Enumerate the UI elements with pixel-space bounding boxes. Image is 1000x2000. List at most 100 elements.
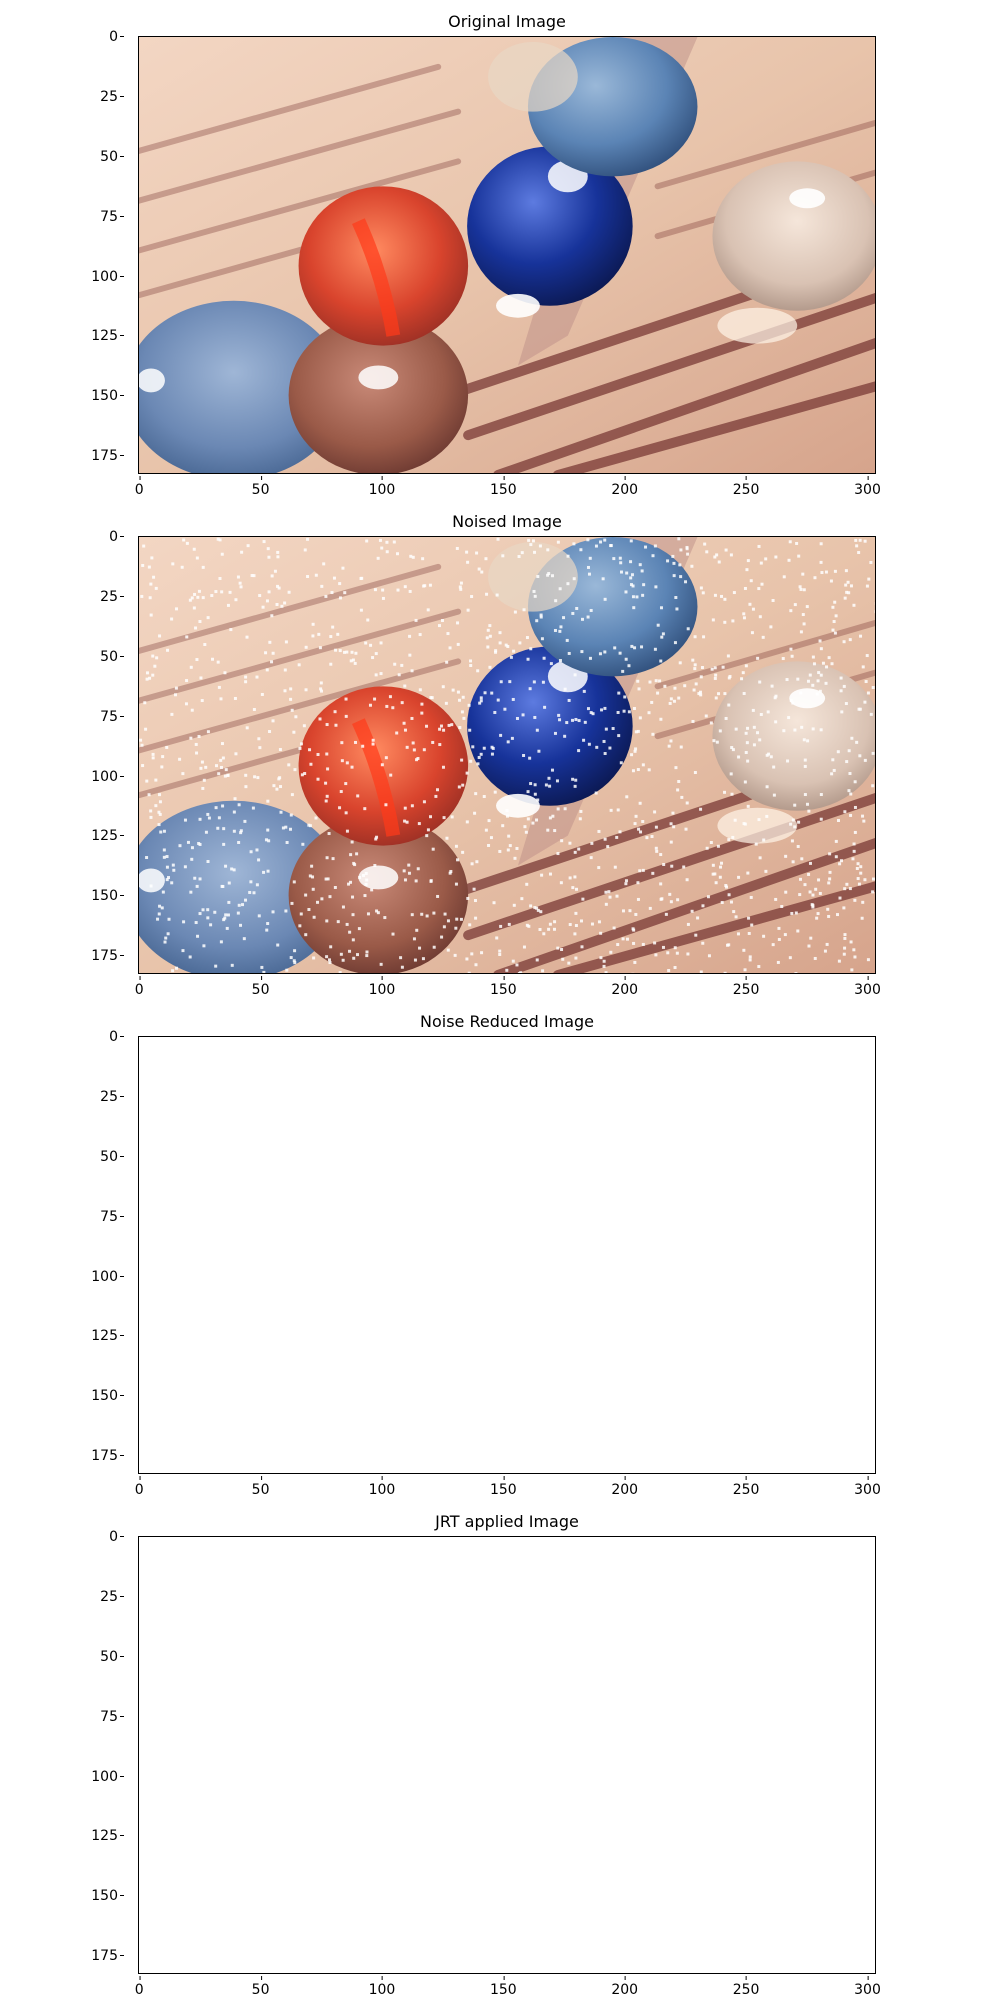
y-tick-text: 150 [91, 1888, 118, 1905]
y-tick-label: 125 [91, 1329, 124, 1343]
y-tick-mark [120, 655, 124, 657]
x-tick-label: 300 [854, 1976, 881, 1998]
x-tick-mark [503, 1476, 505, 1480]
y-tick-text: 125 [91, 1328, 118, 1345]
y-tick-label: 175 [91, 1449, 124, 1463]
x-tick-label: 50 [252, 476, 270, 497]
y-tick-mark [120, 596, 124, 598]
y-tick-label: 0 [109, 30, 124, 44]
x-tick-label: 100 [369, 976, 395, 997]
y-tick-mark [120, 715, 124, 717]
y-tick-mark [120, 1155, 124, 1157]
y-tick-label: 0 [109, 530, 124, 544]
x-tick-label: 250 [733, 1976, 759, 1997]
y-tick-mark [120, 1715, 124, 1717]
y-tick-label: 175 [91, 449, 124, 463]
panel-jrt-applied: JRT applied Image 0 25 50 75 100 125 150 175 0 50… [0, 1500, 1000, 2000]
x-tick-text: 150 [489, 1482, 517, 1498]
x-tick-mark [503, 976, 505, 980]
y-tick-text: 150 [91, 1388, 118, 1405]
x-tick-text: 200 [611, 482, 639, 498]
y-tick-mark [120, 215, 124, 217]
x-tick-mark [624, 1976, 626, 1980]
x-tick-text: 150 [489, 482, 517, 498]
x-tick-text: 100 [368, 1982, 396, 1998]
x-tick-text: 300 [854, 1482, 881, 1498]
y-tick-text: 0 [109, 529, 118, 546]
x-tick-text: 250 [732, 1482, 760, 1498]
y-tick-mark [120, 1395, 124, 1397]
y-tick-label: 75 [100, 1710, 124, 1724]
y-tick-mark [120, 775, 124, 777]
x-tick-label: 0 [135, 1976, 144, 1997]
x-tick-mark [503, 476, 505, 480]
y-tick-mark [120, 1335, 124, 1337]
y-tick-text: 0 [109, 1029, 118, 1046]
y-tick-text: 50 [100, 648, 118, 665]
y-tick-mark [120, 1775, 124, 1777]
y-tick-text: 50 [100, 1148, 118, 1165]
y-tick-label: 25 [100, 1090, 124, 1104]
y-tick-label: 100 [91, 770, 124, 784]
x-tick-text: 50 [251, 1482, 270, 1498]
y-tick-text: 25 [100, 589, 118, 606]
x-tick-label: 200 [611, 1476, 639, 1498]
y-tick-text: 125 [91, 828, 118, 845]
y-tick-mark [120, 1455, 124, 1457]
x-tick-text: 200 [611, 1482, 639, 1498]
y-tick-label: 25 [100, 1590, 124, 1604]
y-tick-text: 100 [91, 268, 118, 285]
x-tick-label: 0 [135, 976, 144, 997]
y-tick-text: 75 [100, 1208, 118, 1225]
y-tick-mark [120, 395, 124, 397]
y-tick-label: 150 [91, 1889, 124, 1903]
y-tick-mark [120, 1215, 124, 1217]
x-tick-text: 200 [611, 982, 639, 998]
y-tick-mark [120, 275, 124, 277]
x-tick-label: 250 [733, 476, 759, 497]
y-tick-mark [120, 1275, 124, 1277]
x-tick-label: 150 [490, 1976, 517, 1997]
x-tick-label: 100 [369, 476, 395, 497]
y-tick-mark [120, 455, 124, 457]
x-tick-label: 300 [854, 1476, 881, 1498]
y-tick-mark [120, 895, 124, 897]
y-tick-text: 175 [91, 948, 118, 965]
x-tick-label: 150 [489, 1476, 517, 1498]
y-tick-label: 50 [100, 150, 124, 164]
y-tick-text: 50 [100, 148, 118, 165]
y-tick-mark [120, 1596, 124, 1598]
x-tick-label: 300 [854, 476, 881, 497]
y-tick-text: 50 [100, 1648, 118, 1665]
y-tick-label: 75 [100, 1210, 124, 1224]
y-tick-label: 175 [91, 949, 124, 963]
x-tick-mark [624, 1476, 626, 1480]
y-tick-label: 50 [100, 650, 124, 664]
y-tick-text: 175 [91, 448, 118, 465]
y-tick-mark [120, 536, 124, 538]
y-tick-text: 100 [91, 1268, 118, 1285]
x-tick-mark [139, 476, 141, 480]
x-tick-mark [260, 976, 262, 980]
blank-image-axes [138, 1536, 876, 1974]
y-tick-label: 100 [91, 270, 124, 284]
y-tick-label: 125 [91, 829, 124, 843]
y-tick-mark [120, 1096, 124, 1098]
panel-original: Original Image [0, 0, 1000, 500]
y-tick-mark [120, 1955, 124, 1957]
x-tick-text: 0 [134, 482, 144, 498]
x-tick-mark [867, 1476, 869, 1480]
x-tick-label: 100 [368, 1976, 396, 1998]
x-tick-mark [624, 476, 626, 480]
y-tick-text: 75 [100, 1708, 118, 1725]
panel-title: JRT applied Image [435, 1512, 579, 1531]
y-tick-label: 75 [100, 710, 124, 724]
x-tick-text: 300 [854, 1982, 881, 1998]
x-tick-mark [260, 1976, 262, 1980]
x-tick-text: 250 [732, 982, 760, 998]
y-tick-label: 50 [100, 1650, 124, 1664]
x-tick-label: 0 [135, 1476, 144, 1497]
y-tick-label: 150 [91, 1389, 124, 1403]
x-tick-mark [867, 1976, 869, 1980]
blank-image-axes [138, 1036, 876, 1474]
